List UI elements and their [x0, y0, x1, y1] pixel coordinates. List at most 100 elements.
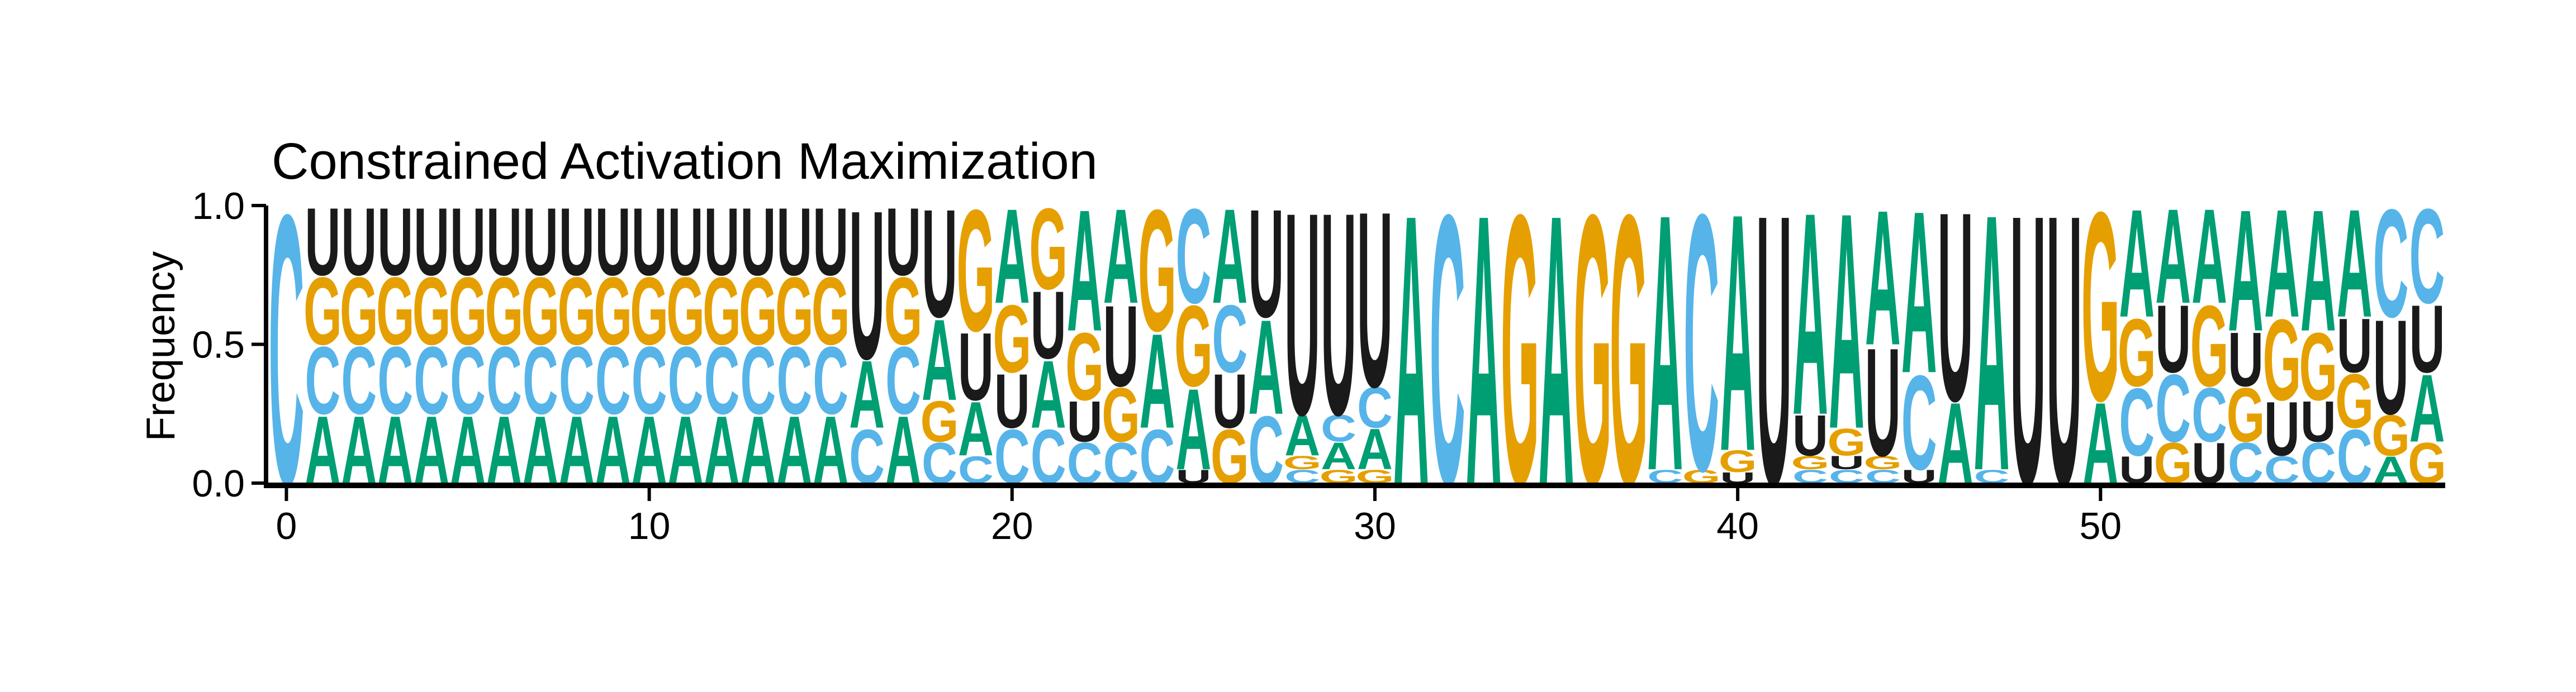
logo-letter-u: U: [994, 358, 1030, 445]
logo-letter-g: G: [666, 258, 705, 366]
logo-letter-g: G: [1501, 135, 1539, 565]
logo-letter-c: C: [632, 327, 667, 435]
logo-letter-a: A: [1901, 164, 1937, 422]
logo-letter-c: C: [377, 327, 413, 435]
logo-letter-a: A: [1974, 138, 2010, 547]
logo-letter-u: U: [1829, 452, 1865, 474]
chart-title: Constrained Activation Maximization: [272, 133, 1098, 190]
logo-letter-a: A: [2409, 355, 2445, 463]
logo-letter-u: U: [1031, 272, 1066, 380]
logo-letter-u: U: [776, 188, 812, 296]
logo-letter-u: U: [2046, 135, 2082, 565]
x-tick-label: 20: [991, 505, 1033, 547]
logo-letter-c: C: [2409, 180, 2445, 332]
x-tick-label: 0: [276, 505, 297, 547]
logo-letter-u: U: [849, 166, 885, 403]
logo-letter-c: C: [668, 327, 704, 435]
logo-letter-a: A: [1284, 404, 1320, 468]
logo-letter-c: C: [1683, 138, 1719, 547]
logo-letter-g: G: [630, 258, 668, 366]
logo-letter-u: U: [632, 188, 667, 296]
logo-letter-g: G: [1863, 452, 1902, 474]
logo-letter-g: G: [739, 258, 777, 366]
logo-letter-a: A: [2228, 174, 2264, 368]
logo-letter-a: A: [1321, 434, 1356, 477]
logo-letter-u: U: [1938, 156, 1973, 457]
logo-letter-g: G: [2335, 358, 2374, 445]
logo-letter-a: A: [922, 295, 957, 425]
logo-letter-c: C: [2119, 369, 2155, 476]
logo-letter-u: U: [377, 188, 413, 296]
y-tick-label: 0.5: [192, 324, 245, 366]
y-axis: 0.0 0.5 1.0: [192, 185, 268, 505]
logo-letter-a: A: [1829, 149, 1865, 493]
logo-letter-g: G: [303, 258, 342, 366]
logo-letter-a: A: [1248, 292, 1284, 443]
logo-letter-u: U: [1756, 135, 1792, 565]
logo-letter-g: G: [1573, 135, 1612, 565]
logo-letter-a: A: [1212, 180, 1247, 332]
logo-letter-u: U: [958, 313, 994, 421]
logo-letter-g: G: [1102, 371, 1140, 458]
logo-letter-g: G: [2190, 281, 2229, 411]
logo-letter-c: C: [2155, 355, 2191, 463]
logo-letter-a: A: [1720, 142, 1756, 522]
logo-letter-g: G: [1138, 174, 1176, 368]
logo-letter-u: U: [1865, 316, 1901, 488]
logo-letter-g: G: [775, 258, 814, 366]
logo-letter-g: G: [703, 258, 741, 366]
logo-letter-u: U: [1321, 152, 1356, 475]
logo-letter-c: C: [1357, 376, 1393, 440]
logo-letter-g: G: [2081, 156, 2120, 457]
logo-letter-u: U: [414, 188, 449, 296]
logo-letter-c: C: [740, 327, 776, 435]
logo-letter-g: G: [921, 390, 959, 454]
logo-letter-c: C: [1175, 180, 1211, 332]
logo-letter-c: C: [813, 327, 848, 435]
logo-letter-a: A: [2300, 174, 2336, 368]
logo-letter-a: A: [1647, 138, 1683, 547]
logo-letter-u: U: [486, 188, 522, 296]
logo-letter-c: C: [559, 327, 595, 435]
logo-letter-a: A: [2264, 178, 2300, 350]
logo-letter-u: U: [559, 188, 595, 296]
logo-letter-g: G: [1065, 313, 1104, 421]
logo-letter-g: G: [2299, 313, 2337, 421]
logo-letter-u: U: [922, 178, 957, 350]
x-tick-label: 10: [628, 505, 671, 547]
x-tick-label: 50: [2079, 505, 2122, 547]
logo-letter-a: A: [1466, 135, 1502, 565]
logo-letter-a: A: [1175, 365, 1211, 494]
x-tick-label: 40: [1716, 505, 1759, 547]
logo-letter-a: A: [2155, 180, 2191, 332]
logo-letter-c: C: [704, 327, 740, 435]
logo-letter-u: U: [1067, 390, 1103, 454]
logo-letter-a: A: [1539, 135, 1574, 565]
logo-letter-g: G: [1283, 452, 1322, 474]
logo-letter-u: U: [885, 188, 921, 296]
logo-letter-c: C: [450, 327, 486, 435]
logo-letter-u: U: [1792, 404, 1828, 468]
logo-letter-g: G: [485, 258, 524, 366]
logo-letter-c: C: [2373, 178, 2409, 350]
logo-letter-a: A: [958, 385, 994, 472]
logo-letter-a: A: [1865, 171, 1901, 386]
logo-letter-c: C: [1430, 135, 1465, 565]
logo-letter-a: A: [849, 341, 885, 449]
logo-letter-c: C: [1901, 347, 1937, 498]
logo-letter-c: C: [414, 327, 449, 435]
logo-letter-u: U: [1357, 159, 1393, 439]
logo-letter-c: C: [523, 327, 558, 435]
logo-letter-g: G: [1719, 444, 1757, 479]
logo-letter-c: C: [1321, 407, 1356, 450]
logo-letter-c: C: [595, 327, 631, 435]
logo-letter-g: G: [557, 258, 596, 366]
logo-letter-u: U: [341, 188, 377, 296]
logo-letter-c: C: [776, 327, 812, 435]
logo-letter-a: A: [1031, 341, 1066, 449]
logo-letter-c: C: [486, 327, 522, 435]
logo-letter-a: A: [1067, 174, 1103, 368]
logo-letter-u: U: [2337, 302, 2373, 389]
logo-letter-g: G: [993, 285, 1031, 393]
y-tick-label: 1.0: [192, 185, 245, 227]
